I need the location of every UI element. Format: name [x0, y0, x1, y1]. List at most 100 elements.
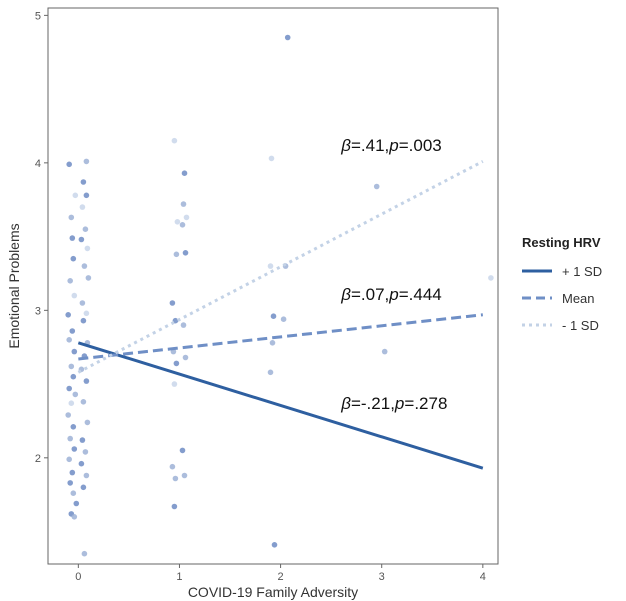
scatter-point	[70, 255, 77, 262]
scatter-point	[271, 542, 278, 548]
beta-annotation: β=.07,p=.444	[340, 285, 442, 304]
scatter-point	[169, 300, 176, 306]
scatter-point	[180, 201, 187, 207]
scatter-point	[182, 354, 189, 361]
scatter-point	[80, 179, 87, 185]
scatter-point	[80, 317, 87, 324]
scatter-point	[72, 192, 79, 199]
y-tick-label: 5	[35, 10, 41, 22]
scatter-point	[488, 275, 494, 281]
line-minus-sd	[77, 160, 484, 374]
scatter-point	[269, 340, 276, 346]
scatter-point	[68, 363, 75, 370]
scatter-point	[69, 469, 76, 476]
scatter-point	[71, 514, 78, 520]
scatter-point	[78, 236, 85, 243]
scatter-point	[82, 226, 89, 232]
line-plus-sd	[77, 341, 484, 470]
scatter-point	[171, 137, 178, 144]
scatter-point	[267, 369, 274, 376]
y-axis: 2 3 4 5	[35, 10, 48, 465]
x-tick-label: 3	[379, 571, 385, 583]
scatter-point	[267, 263, 274, 269]
legend: Resting HRV + 1 SD Mean - 1 SD	[522, 235, 602, 333]
scatter-point	[83, 158, 90, 165]
scatter-point	[381, 348, 388, 355]
legend-label-plus-sd: + 1 SD	[562, 264, 602, 279]
scatter-point	[179, 447, 186, 454]
scatter-point	[70, 490, 77, 497]
beta-annotation: β=.41,p=.003	[340, 136, 442, 155]
scatter-point	[65, 412, 71, 418]
scatter-point	[68, 400, 75, 407]
x-tick-label: 2	[278, 571, 284, 583]
y-axis-title: Emotional Problems	[6, 223, 22, 348]
scatter-point	[173, 251, 180, 258]
scatter-point	[66, 337, 72, 343]
scatter-point	[69, 328, 76, 334]
scatter-point	[67, 435, 73, 442]
scatter-point	[67, 480, 73, 486]
scatter-point	[83, 378, 90, 384]
scatter-point	[270, 313, 277, 320]
scatter-point	[71, 348, 78, 355]
scatter-point	[73, 500, 80, 507]
scatter-point	[81, 550, 88, 557]
beta-annotation: β=-.21,p=.278	[340, 394, 447, 413]
scatter-point	[79, 437, 86, 443]
x-tick-label: 1	[176, 571, 182, 583]
scatter-point	[70, 373, 77, 380]
scatter-point	[67, 278, 73, 284]
regression-lines	[77, 160, 484, 470]
scatter-point	[80, 399, 87, 405]
y-tick-label: 3	[35, 305, 41, 317]
scatter-point	[181, 170, 188, 176]
scatter-point	[81, 263, 88, 269]
x-tick-label: 0	[75, 571, 81, 583]
legend-title: Resting HRV	[522, 235, 601, 250]
scatter-point	[171, 503, 178, 510]
scatter-point	[83, 192, 90, 199]
scatter-point	[72, 391, 79, 398]
scatter-point	[373, 183, 380, 190]
scatter-point	[79, 300, 86, 306]
scatter-point	[71, 446, 78, 452]
scatter-point	[181, 472, 188, 479]
x-tick-label: 4	[480, 571, 486, 583]
x-axis-title: COVID-19 Family Adversity	[188, 584, 358, 600]
scatter-point	[70, 424, 77, 430]
scatter-point	[84, 245, 91, 252]
scatter-point	[172, 475, 179, 482]
scatter-point	[82, 449, 89, 455]
line-mean	[78, 313, 483, 361]
plot-panel	[47, 7, 499, 565]
scatter-point	[172, 317, 179, 324]
scatter-point	[284, 34, 291, 41]
scatter-point	[173, 360, 180, 367]
scatter-point	[80, 484, 87, 491]
scatter-point	[69, 235, 76, 241]
scatter-point	[83, 472, 90, 479]
legend-label-minus-sd: - 1 SD	[562, 318, 599, 333]
scatter-point	[268, 155, 275, 162]
scatter-point	[66, 161, 72, 168]
x-axis: 0 1 2 3 4	[75, 564, 486, 583]
scatter-point	[85, 275, 92, 281]
scatter-point	[182, 250, 189, 256]
annotations: β=.41,p=.003 β=.07,p=.444 β=-.21,p=.278	[340, 136, 447, 413]
scatter-point	[65, 312, 71, 318]
scatter-point	[68, 214, 75, 221]
scatter-points	[65, 34, 494, 557]
scatter-point	[83, 310, 90, 317]
scatter-point	[66, 456, 72, 463]
scatter-point	[84, 419, 91, 426]
y-tick-label: 2	[35, 453, 41, 465]
scatter-point	[66, 385, 72, 392]
scatter-point	[280, 316, 287, 323]
scatter-point	[171, 381, 178, 387]
scatter-point	[169, 463, 176, 470]
scatter-point	[183, 214, 190, 221]
scatter-point	[179, 222, 186, 228]
y-tick-label: 4	[35, 158, 41, 170]
